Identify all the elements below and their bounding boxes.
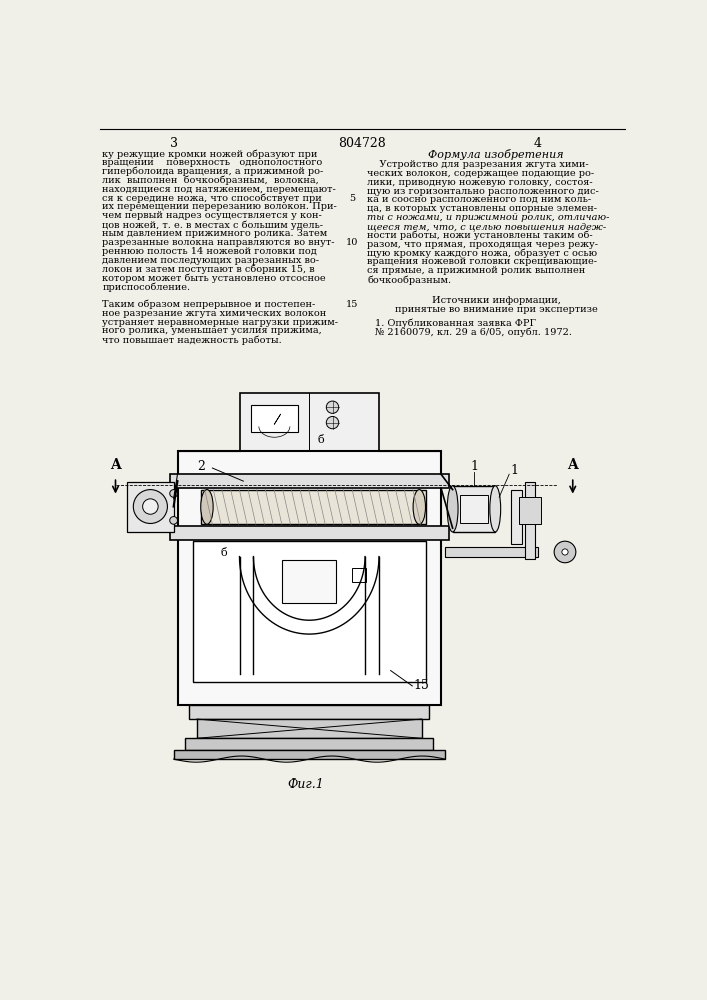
Bar [174,750,445,759]
Bar [510,490,522,544]
Ellipse shape [413,490,426,524]
Circle shape [554,541,575,563]
Text: Таким образом непрерывное и постепен-: Таким образом непрерывное и постепен- [103,300,315,309]
Ellipse shape [201,490,213,524]
Text: реннюю полость 14 ножевой головки под: реннюю полость 14 ножевой головки под [103,247,317,256]
Circle shape [170,517,177,524]
Text: лик  выполнен  бочкообразным,  волокна,: лик выполнен бочкообразным, волокна, [103,176,319,185]
Bar [189,705,429,719]
Bar [177,451,441,705]
Text: 15: 15 [346,300,358,309]
Text: их перемещении перерезанию волокон. При-: их перемещении перерезанию волокон. При- [103,202,337,211]
Bar [282,560,337,603]
Text: 5: 5 [349,194,355,203]
Circle shape [327,416,339,429]
Circle shape [562,549,568,555]
Text: Формула изобретения: Формула изобретения [428,149,564,160]
Text: ности работы, ножи установлены таким об-: ности работы, ножи установлены таким об- [368,231,593,240]
Circle shape [170,490,177,497]
Text: б: б [221,548,228,558]
Text: № 2160079, кл. 29 а 6/05, опубл. 1972.: № 2160079, кл. 29 а 6/05, опубл. 1972. [375,328,572,337]
Text: разом, что прямая, проходящая через режу-: разом, что прямая, проходящая через режу… [368,240,598,249]
Text: ческих волокон, содержащее подающие ро-: ческих волокон, содержащее подающие ро- [368,169,595,178]
Text: 1: 1 [470,460,478,473]
Text: ка и соосно расположенного под ним коль-: ка и соосно расположенного под ним коль- [368,195,592,204]
Text: ного ролика, уменьшает усилия прижима,: ного ролика, уменьшает усилия прижима, [103,326,322,335]
Bar [525,482,534,559]
Text: локон и затем поступают в сборник 15, в: локон и затем поступают в сборник 15, в [103,264,315,274]
Ellipse shape [448,486,458,532]
Bar [170,526,449,540]
Text: котором может быть установлено отсосное: котором может быть установлено отсосное [103,273,326,283]
Text: разрезанные волокна направляются во внут-: разрезанные волокна направляются во внут… [103,238,335,247]
Text: ное разрезание жгута химических волокон: ное разрезание жгута химических волокон [103,309,327,318]
Text: 1. Опубликованная заявка ФРГ: 1. Опубликованная заявка ФРГ [375,319,536,328]
Bar [251,405,298,432]
Bar [170,474,449,488]
Text: гиперболоида вращения, а прижимной ро-: гиперболоида вращения, а прижимной ро- [103,167,324,176]
Bar [352,568,366,582]
Text: 1: 1 [510,464,519,477]
Text: 15: 15 [414,679,430,692]
Text: Устройство для разрезания жгута хими-: Устройство для разрезания жгута хими- [368,160,589,169]
Text: ты с ножами, и прижимной ролик, отличаю-: ты с ножами, и прижимной ролик, отличаю- [368,213,609,222]
Circle shape [134,490,168,523]
Text: щееся тем, что, с целью повышения надеж-: щееся тем, что, с целью повышения надеж- [368,222,607,231]
Text: что повышает надежность работы.: что повышает надежность работы. [103,335,282,345]
Circle shape [327,401,339,413]
Bar [519,497,541,524]
Text: ку режущие кромки ножей образуют при: ку режущие кромки ножей образуют при [103,149,317,159]
Text: 804728: 804728 [338,137,386,150]
Text: ца, в которых установлены опорные элемен-: ца, в которых установлены опорные элемен… [368,204,597,213]
Text: приспособление.: приспособление. [103,282,190,292]
Ellipse shape [490,486,501,532]
Text: 3: 3 [170,137,177,150]
Text: 10: 10 [346,238,358,247]
Text: устраняет неравномерные нагрузки прижим-: устраняет неравномерные нагрузки прижим- [103,318,339,327]
Text: цов ножей, т. е. в местах с большим удель-: цов ножей, т. е. в местах с большим удел… [103,220,323,230]
Bar [193,541,426,682]
Text: принятые во внимание при экспертизе: принятые во внимание при экспертизе [395,305,597,314]
Text: 4: 4 [534,137,542,150]
Text: 2: 2 [197,460,205,473]
Bar [201,490,426,524]
Bar [197,719,421,738]
Text: давлением последующих разрезанных во-: давлением последующих разрезанных во- [103,256,320,265]
Text: ным давлением прижимного ролика. Затем: ным давлением прижимного ролика. Затем [103,229,327,238]
Text: ся к середине ножа, что способствует при: ся к середине ножа, что способствует при [103,194,322,203]
Text: находящиеся под натяжением, перемещают-: находящиеся под натяжением, перемещают- [103,185,336,194]
Bar [445,547,538,557]
Text: лики, приводную ножевую головку, состоя-: лики, приводную ножевую головку, состоя- [368,178,593,187]
Text: A: A [110,458,121,472]
Circle shape [143,499,158,514]
Text: чем первый надрез осуществляется у кон-: чем первый надрез осуществляется у кон- [103,211,322,220]
Text: Источники информации,: Источники информации, [431,296,561,305]
Text: Фиг.1: Фиг.1 [287,778,324,791]
Text: вращении    поверхность   однополостного: вращении поверхность однополостного [103,158,322,167]
Text: б: б [317,435,325,445]
Text: бочкообразным.: бочкообразным. [368,275,452,285]
Text: щую из горизонтально расположенного дис-: щую из горизонтально расположенного дис- [368,187,599,196]
Bar [460,495,488,523]
Text: щую кромку каждого ножа, образует с осью: щую кромку каждого ножа, образует с осью [368,249,597,258]
Text: A: A [568,458,578,472]
Bar [452,486,495,532]
Bar [240,393,379,451]
Bar [127,482,174,532]
Text: вращения ножевой головки скрещивающие-: вращения ножевой головки скрещивающие- [368,257,597,266]
Bar [185,738,433,750]
Text: ся прямые, а прижимной ролик выполнен: ся прямые, а прижимной ролик выполнен [368,266,585,275]
